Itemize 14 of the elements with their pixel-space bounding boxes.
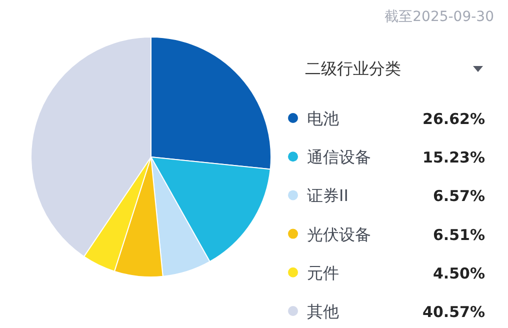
data-label: 6.51% bbox=[432, 226, 485, 244]
legend-label: 证券II bbox=[307, 186, 348, 206]
text: 截至2025-09-30 bbox=[384, 9, 494, 25]
data-label: 15.23% bbox=[422, 148, 485, 167]
data-label: 40.57% bbox=[422, 303, 485, 321]
legend-label: 元件 bbox=[307, 263, 339, 282]
legend-label: 光伏设备 bbox=[307, 224, 371, 244]
legend-label: 其他 bbox=[307, 302, 339, 321]
legend-label: 电池 bbox=[307, 109, 339, 128]
data-label: 4.50% bbox=[432, 264, 485, 282]
legend-title: 二级行业分类 bbox=[305, 59, 401, 78]
legend-label: 通信设备 bbox=[307, 148, 371, 167]
data-label: 26.62% bbox=[422, 110, 485, 128]
data-label: 6.57% bbox=[432, 187, 485, 206]
